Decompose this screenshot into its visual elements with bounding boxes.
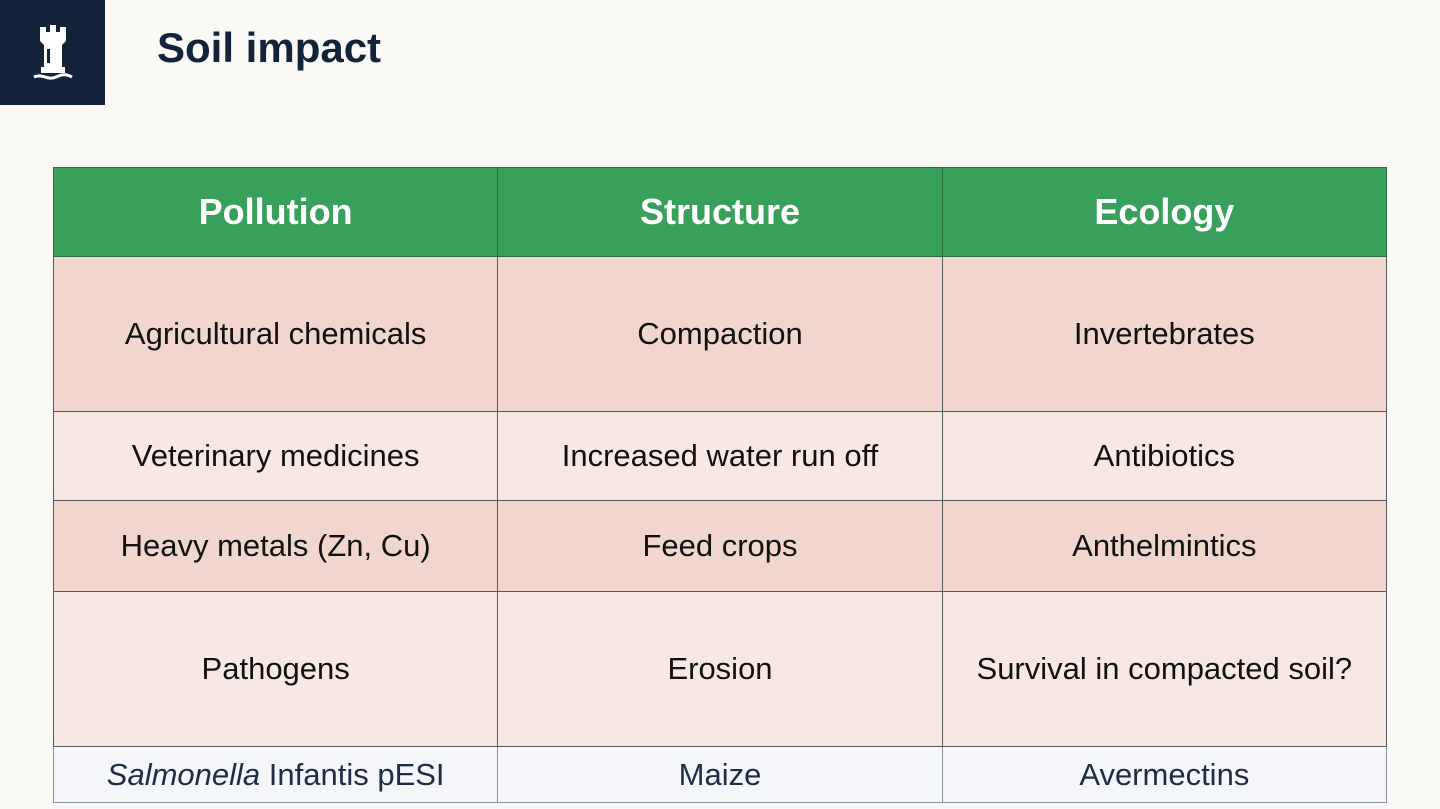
table-cell: Veterinary medicines xyxy=(52,411,499,501)
header-ecology: Ecology xyxy=(941,167,1388,257)
soil-impact-table: Pollution Structure Ecology Agricultural… xyxy=(52,167,1388,803)
table-footer-row: Salmonella Infantis pESI Maize Avermecti… xyxy=(52,746,1388,803)
header-structure: Structure xyxy=(497,167,943,257)
species-name: Salmonella xyxy=(106,756,261,792)
table-cell: Maize xyxy=(497,746,943,803)
castle-tower-icon xyxy=(32,24,73,80)
table-cell: Salmonella Infantis pESI xyxy=(52,746,499,803)
university-logo xyxy=(0,0,105,105)
strain-name: Infantis pESI xyxy=(260,756,445,792)
table-row: Veterinary medicines Increased water run… xyxy=(52,411,1388,501)
table-cell: Invertebrates xyxy=(941,256,1388,412)
table-row: Agricultural chemicals Compaction Invert… xyxy=(52,256,1388,412)
table-cell: Erosion xyxy=(497,591,943,747)
table-cell: Increased water run off xyxy=(497,411,943,501)
table-row: Pathogens Erosion Survival in compacted … xyxy=(52,591,1388,747)
table-cell: Avermectins xyxy=(941,746,1388,803)
table-row: Heavy metals (Zn, Cu) Feed crops Anthelm… xyxy=(52,500,1388,592)
table-cell: Heavy metals (Zn, Cu) xyxy=(52,500,499,592)
table-cell: Compaction xyxy=(497,256,943,412)
slide-title: Soil impact xyxy=(157,24,382,71)
table-cell: Anthelmintics xyxy=(941,500,1388,592)
table-header-row: Pollution Structure Ecology xyxy=(52,167,1388,257)
table-cell: Antibiotics xyxy=(941,411,1388,501)
table-cell: Feed crops xyxy=(497,500,943,592)
table-cell: Survival in compacted soil? xyxy=(941,591,1388,747)
header-pollution: Pollution xyxy=(52,167,499,257)
table-cell: Agricultural chemicals xyxy=(52,256,499,412)
table-cell: Pathogens xyxy=(52,591,499,747)
